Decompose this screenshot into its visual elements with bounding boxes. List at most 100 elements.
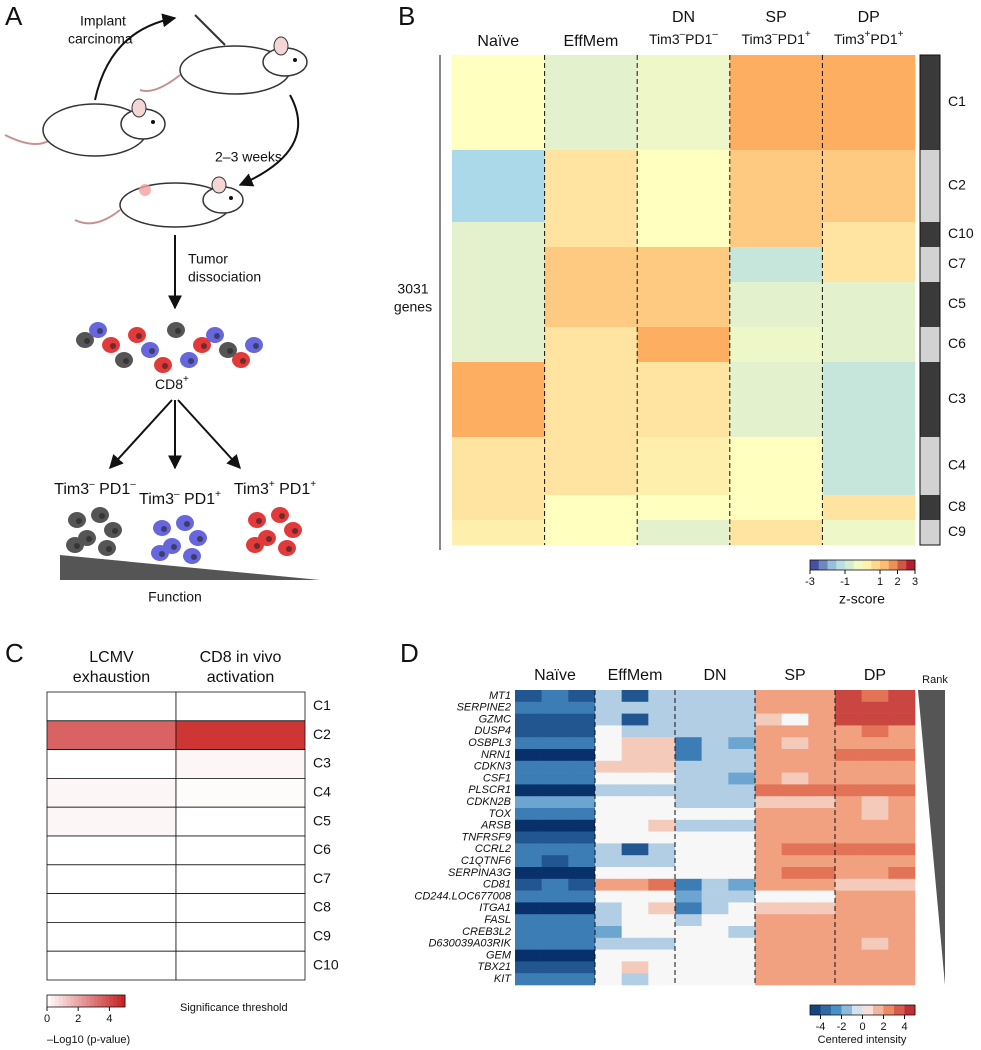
- heatmap-cell: [728, 914, 756, 927]
- heatmap-cell: [835, 831, 862, 844]
- heatmap-cell: [728, 890, 756, 903]
- heatmap-cell: [835, 902, 862, 915]
- heatmap-cell: [648, 949, 676, 962]
- heatmap-cell: [595, 926, 622, 939]
- heatmap-cell: [595, 713, 622, 726]
- heatmap-cell: [452, 437, 545, 496]
- heatmap-cell: [835, 725, 862, 738]
- label-part: PD1: [685, 31, 712, 47]
- heatmap-cell: [515, 808, 542, 821]
- heatmap-cell: [728, 973, 756, 986]
- heatmap-cell: [822, 282, 916, 328]
- heatmap-cell: [728, 772, 756, 785]
- heatmap-cell: [541, 819, 569, 832]
- heatmap-cell: [515, 914, 542, 927]
- gene-label: ARSB: [480, 820, 511, 832]
- heatmap-cell: [835, 701, 862, 714]
- heatmap-cell: [888, 713, 916, 726]
- heatmap-cell: [729, 327, 823, 363]
- heatmap-cell: [701, 902, 729, 915]
- heatmap-cell: [648, 749, 676, 762]
- heatmap-cell: [861, 784, 889, 797]
- heatmap-cell: [568, 713, 596, 726]
- colorbar-step: [66, 995, 71, 1007]
- heatmap-cell: [515, 784, 542, 797]
- heatmap-cell: [808, 949, 836, 962]
- heatmap-cell: [515, 902, 542, 915]
- heatmap-cell: [861, 701, 889, 714]
- heatmap-cell: [541, 737, 569, 750]
- cell-nucleus: [171, 544, 177, 550]
- group-label: Tim3– PD1+: [139, 489, 221, 509]
- heatmap-cell: [729, 282, 823, 328]
- heatmap-cell: [621, 878, 649, 891]
- label-part: Tim3: [834, 31, 865, 47]
- heatmap-cell: [701, 796, 729, 809]
- colorbar-tick-label: -1: [840, 576, 850, 588]
- heatmap-cell: [728, 760, 756, 773]
- heatmap-cell: [781, 831, 809, 844]
- heatmap-cell: [701, 760, 729, 773]
- cell-nucleus: [149, 348, 155, 354]
- colorbar-step: [841, 1005, 853, 1015]
- heatmap-cell: [888, 725, 916, 738]
- heatmap-cell: [568, 725, 596, 738]
- heatmap-cell: [808, 890, 836, 903]
- gene-label: CDKN2B: [466, 796, 511, 808]
- heatmap-cell: [648, 831, 676, 844]
- heatmap-cell: [781, 890, 809, 903]
- heatmap-cell: [728, 690, 756, 703]
- cluster-label: C4: [948, 457, 966, 473]
- gene-label: NRN1: [481, 749, 511, 761]
- heatmap-cell: [621, 725, 649, 738]
- colorbar-tick-label: 2: [880, 1021, 886, 1033]
- colorbar-step: [89, 995, 95, 1007]
- heatmap-cell: [46, 950, 177, 981]
- heatmap-cell: [808, 701, 836, 714]
- heatmap-cell: [544, 362, 638, 438]
- cell-nucleus: [161, 526, 167, 532]
- function-label: Function: [148, 589, 202, 605]
- heatmap-cell: [648, 855, 676, 868]
- heatmap-cell: [568, 961, 596, 974]
- group-label: DN: [672, 9, 695, 26]
- heatmap-cell: [568, 772, 596, 785]
- heatmap-cell: [621, 855, 649, 868]
- heatmap-cell: [46, 749, 177, 779]
- heatmap-cell: [675, 926, 702, 939]
- heatmap-cell: [544, 520, 638, 546]
- heatmap-cell: [888, 796, 916, 809]
- cell-nucleus: [191, 554, 197, 560]
- heatmap-cell: [541, 831, 569, 844]
- heatmap-cell: [515, 937, 542, 950]
- heatmap-cell: [822, 362, 916, 438]
- cell-nucleus: [254, 543, 260, 549]
- cell-nucleus: [74, 543, 80, 549]
- colorbar-step: [873, 1005, 884, 1015]
- heatmap-cell: [755, 701, 782, 714]
- cell-nucleus: [227, 348, 233, 354]
- heatmap-cell: [648, 973, 676, 986]
- row-label: C4: [313, 784, 331, 800]
- colorbar-step: [853, 560, 863, 570]
- heatmap-cell: [595, 902, 622, 915]
- heatmap-cell: [755, 784, 782, 797]
- heatmap-cell: [781, 949, 809, 962]
- group-label: DP: [864, 667, 886, 684]
- heatmap-cell: [595, 772, 622, 785]
- cluster-bar: [920, 247, 940, 282]
- cluster-label: C2: [948, 177, 966, 193]
- heatmap-cell: [595, 914, 622, 927]
- heatmap-cell: [755, 878, 782, 891]
- heatmap-cell: [452, 327, 545, 363]
- heatmap-cell: [861, 690, 889, 703]
- heatmap-cell: [835, 890, 862, 903]
- dissociation-label: dissociation: [188, 269, 261, 285]
- heatmap-cell: [808, 843, 836, 856]
- heatmap-cell: [822, 327, 916, 363]
- genes-label: genes: [394, 299, 432, 315]
- heatmap-cell: [861, 819, 889, 832]
- heatmap-cell: [595, 973, 622, 986]
- heatmap-cell: [808, 725, 836, 738]
